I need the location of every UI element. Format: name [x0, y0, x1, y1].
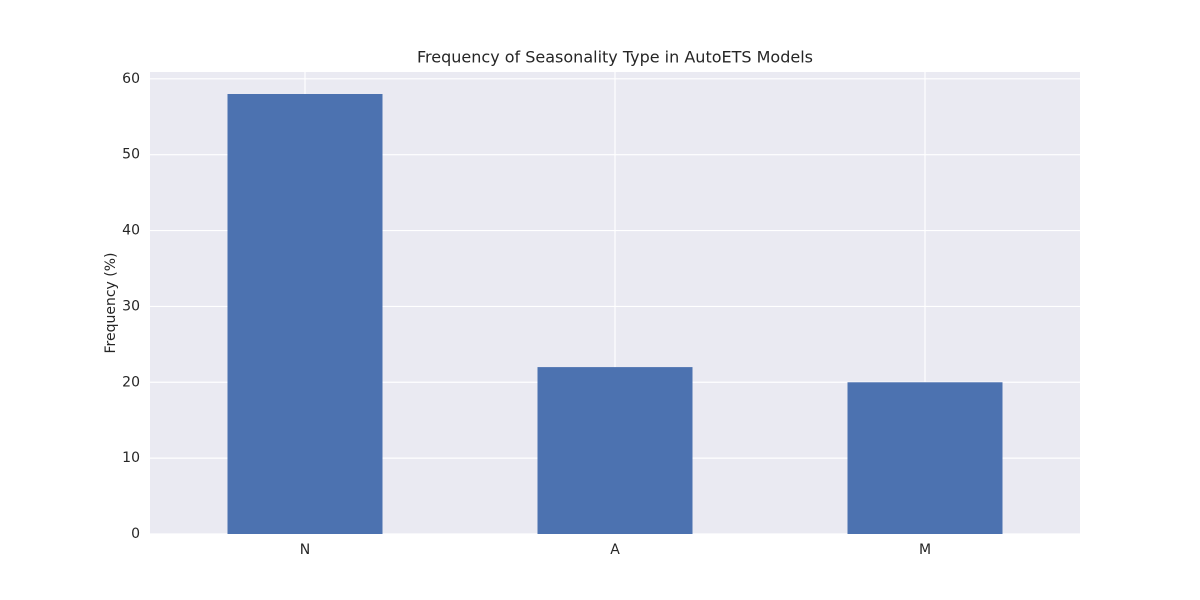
- y-tick-label: 40: [122, 223, 140, 239]
- y-axis-label: Frequency (%): [103, 252, 119, 353]
- bar: [227, 94, 383, 534]
- y-tick-label: 0: [131, 526, 140, 542]
- x-tick-label: M: [919, 542, 931, 558]
- y-tick-label: 30: [122, 298, 140, 314]
- x-tick-label: N: [300, 542, 310, 558]
- y-tick-label: 20: [122, 374, 140, 390]
- y-tick-label: 50: [122, 147, 140, 163]
- x-tick-label: A: [610, 542, 620, 558]
- y-tick-label: 10: [122, 450, 140, 466]
- bar: [847, 382, 1003, 534]
- y-tick-label: 60: [122, 71, 140, 87]
- bar: [537, 367, 693, 534]
- chart-title: Frequency of Seasonality Type in AutoETS…: [417, 48, 813, 67]
